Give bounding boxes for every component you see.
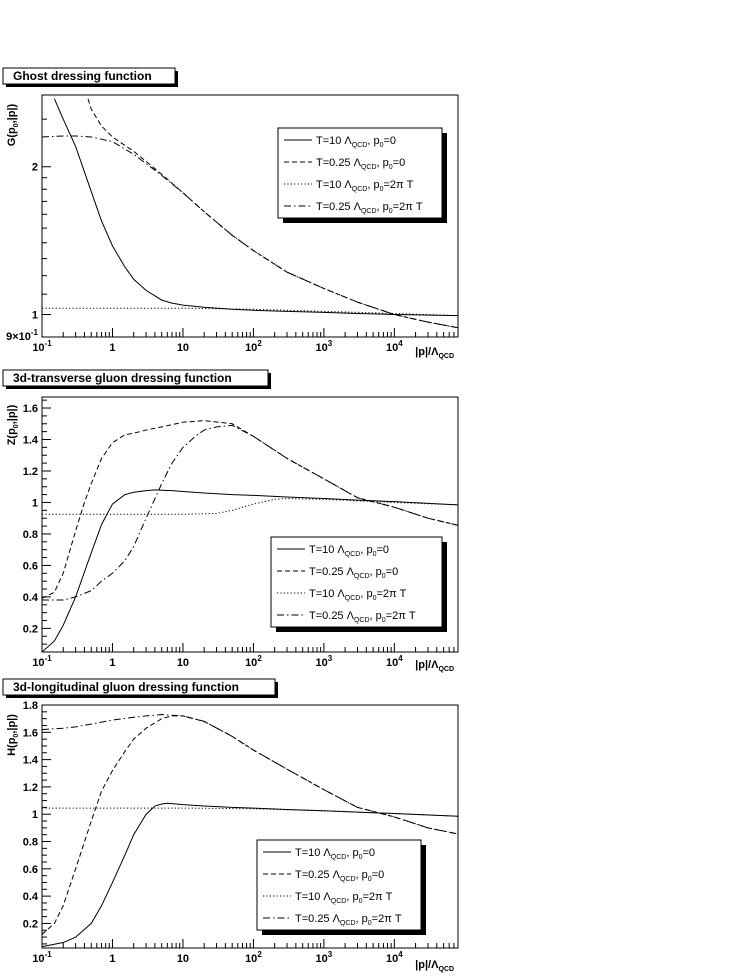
x-tick-label: 10 — [177, 953, 189, 965]
y-tick-label: 1.6 — [23, 403, 38, 415]
x-tick-label: 104 — [386, 339, 403, 354]
y-tick-label: 0.8 — [23, 529, 38, 541]
series-line-1 — [53, 98, 458, 317]
series-line-4 — [42, 424, 458, 601]
y-tick-label: 0.2 — [23, 918, 38, 930]
legend-entry: T=10 ΛQCD, p0=2π T — [309, 588, 407, 602]
x-axis-label: |p|/ΛQCD — [415, 659, 454, 673]
x-tick-label: 102 — [245, 950, 262, 965]
x-axis-label: |p|/ΛQCD — [415, 346, 454, 360]
chart-title: Ghost dressing function — [13, 69, 152, 83]
series-line-2 — [42, 715, 458, 935]
y-tick-label: 9×10-1 — [6, 328, 38, 343]
chart-panel-2: 3d-transverse gluon dressing function 10-… — [2, 369, 459, 673]
y-tick-label: 0.8 — [23, 837, 38, 849]
legend-entry: T=10 ΛQCD, p0=2π T — [316, 179, 414, 193]
y-tick-label: 1 — [32, 809, 38, 821]
x-tick-label: 1 — [109, 953, 115, 965]
series-line-3 — [42, 807, 458, 817]
legend-entry: T=10 ΛQCD, p0=2π T — [295, 891, 393, 905]
x-tick-label: 1 — [109, 342, 115, 354]
y-tick-label: 0.2 — [23, 623, 38, 635]
legend-box — [256, 839, 422, 931]
legend-box — [277, 127, 443, 219]
legend-entry: T=0.25 ΛQCD, p0=0 — [295, 869, 384, 883]
x-tick-label: 104 — [386, 654, 403, 669]
y-tick-label: 1.4 — [23, 435, 39, 447]
series-line-4 — [42, 714, 458, 835]
x-tick-label: 10-1 — [32, 950, 52, 965]
y-tick-label: 0.4 — [23, 891, 39, 903]
y-tick-label: 1.4 — [23, 755, 39, 767]
legend-entry: T=10 ΛQCD, p0=0 — [316, 135, 396, 149]
x-tick-label: 10 — [177, 342, 189, 354]
legend-entry: T=10 ΛQCD, p0=0 — [295, 847, 375, 861]
legend-entry: T=0.25 ΛQCD, p0=0 — [316, 157, 405, 171]
y-tick-label: 1.2 — [23, 782, 38, 794]
y-tick-label: 0.6 — [23, 560, 38, 572]
x-tick-label: 103 — [316, 654, 333, 669]
series-line-4 — [42, 135, 458, 329]
legend-entry: T=0.25 ΛQCD, p0=2π T — [309, 610, 416, 624]
x-tick-label: 104 — [386, 950, 403, 965]
x-tick-label: 10 — [177, 657, 189, 669]
y-tick-label: 1.8 — [23, 700, 38, 712]
chart-title: 3d-longitudinal gluon dressing function — [13, 680, 239, 694]
chart-panel-1: Ghost dressing function 10-1 1 10 102 103 104 9… — [2, 67, 459, 360]
x-tick-label: 1 — [109, 657, 115, 669]
x-tick-label: 102 — [245, 339, 262, 354]
x-tick-label: 103 — [316, 950, 333, 965]
y-tick-label: 0.6 — [23, 864, 38, 876]
legend-entry: T=0.25 ΛQCD, p0=2π T — [316, 201, 423, 215]
series-line-2 — [42, 420, 458, 599]
y-tick-label: 1 — [32, 497, 38, 509]
x-tick-label: 102 — [245, 654, 262, 669]
series-line-3 — [42, 307, 458, 317]
legend-entry: T=0.25 ΛQCD, p0=0 — [309, 566, 398, 580]
series-line-3 — [42, 498, 458, 515]
chart-title: 3d-transverse gluon dressing function — [13, 371, 232, 385]
x-axis-label: |p|/ΛQCD — [415, 959, 454, 973]
legend-entry: T=0.25 ΛQCD, p0=2π T — [295, 913, 402, 927]
legend-entry: T=10 ΛQCD, p0=0 — [309, 544, 389, 558]
y-axis-label: G(p0,|p|) — [6, 103, 20, 146]
y-tick-label: 1 — [32, 310, 38, 322]
x-tick-label: 103 — [316, 339, 333, 354]
y-tick-label: 1.6 — [23, 727, 38, 739]
y-axis-label: H(p0,|p|) — [6, 714, 20, 756]
title-box — [2, 369, 269, 387]
legend-box — [270, 536, 443, 628]
title-box — [2, 67, 176, 85]
title-box — [2, 678, 276, 696]
y-tick-label: 0.4 — [23, 592, 39, 604]
series-line-1 — [42, 802, 458, 948]
x-tick-label: 10-1 — [32, 654, 52, 669]
y-axis-label: Z(p0,|p|) — [6, 404, 20, 445]
x-tick-label: 10-1 — [32, 339, 52, 354]
y-tick-label: 1.2 — [23, 466, 38, 478]
y-tick-label: 2 — [32, 162, 38, 174]
chart-panel-3: 3d-longitudinal gluon dressing function 1… — [2, 678, 459, 973]
